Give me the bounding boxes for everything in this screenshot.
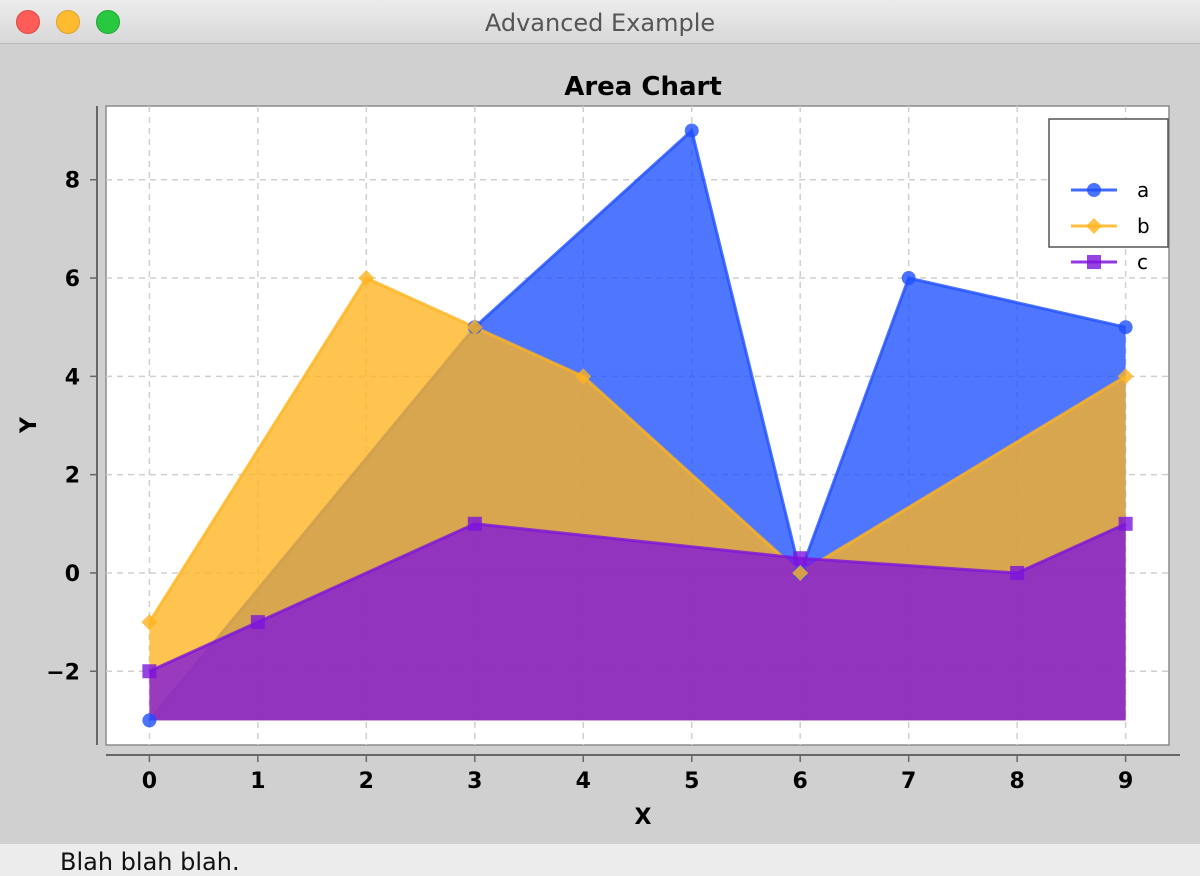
chart-title: Area Chart bbox=[564, 72, 722, 102]
series-point-b bbox=[792, 564, 809, 581]
zoom-window-button[interactable] bbox=[96, 10, 120, 34]
legend-label-b: b bbox=[1137, 214, 1150, 238]
minimize-window-button[interactable] bbox=[56, 10, 80, 34]
series-point-c bbox=[1010, 565, 1025, 580]
y-tick-label: 6 bbox=[65, 267, 80, 292]
y-tick-label: −2 bbox=[46, 660, 80, 685]
x-axis-label: X bbox=[635, 805, 652, 830]
series-point-b bbox=[466, 319, 483, 336]
y-tick-label: 2 bbox=[65, 464, 80, 489]
series-line-b bbox=[148, 276, 1127, 623]
window-title: Advanced Example bbox=[484, 9, 716, 37]
y-tick-label: 0 bbox=[65, 562, 80, 587]
series-point-a bbox=[1118, 320, 1133, 335]
series-point-c bbox=[467, 516, 482, 531]
series-line-c bbox=[148, 522, 1127, 673]
series-point-b bbox=[575, 368, 592, 385]
x-tick-label: 8 bbox=[1009, 769, 1024, 794]
series-point-b bbox=[1117, 368, 1134, 385]
x-tick-label: 4 bbox=[576, 769, 591, 794]
x-tick-label: 7 bbox=[901, 769, 916, 794]
y-tick-label: 4 bbox=[65, 365, 80, 390]
legend-marker-c bbox=[1087, 255, 1101, 269]
y-axis-label: Y bbox=[17, 416, 42, 434]
series-markers bbox=[141, 123, 1134, 728]
series-point-c bbox=[250, 615, 265, 630]
y-axis-ticks: −2 0 2 4 6 8 bbox=[46, 169, 97, 685]
series-point-c bbox=[793, 551, 808, 566]
x-tick-label: 0 bbox=[142, 769, 157, 794]
x-tick-label: 1 bbox=[250, 769, 265, 794]
series-point-c bbox=[1118, 516, 1133, 531]
x-tick-label: 9 bbox=[1118, 769, 1133, 794]
status-bar: Blah blah blah. bbox=[0, 844, 1200, 876]
status-text: Blah blah blah. bbox=[60, 848, 240, 876]
x-axis-ticks: 0 1 2 3 4 5 6 7 8 9 bbox=[142, 755, 1133, 794]
x-tick-label: 5 bbox=[684, 769, 699, 794]
series-point-b bbox=[141, 614, 158, 631]
x-tick-label: 3 bbox=[467, 769, 482, 794]
legend-label-a: a bbox=[1137, 178, 1149, 202]
area-chart: Area Chart 0 1 2 3 4 5 6 7 8 9 −2 0 2 4 6 8 X Y abc bbox=[17, 72, 1180, 830]
series-areas bbox=[148, 127, 1127, 722]
window-titlebar: Advanced Example bbox=[0, 0, 1200, 44]
series-point-c bbox=[142, 664, 157, 679]
x-tick-label: 2 bbox=[359, 769, 374, 794]
series-point-a bbox=[684, 123, 699, 138]
legend-label-c: c bbox=[1137, 250, 1148, 274]
series-point-a bbox=[901, 271, 916, 286]
legend: abc bbox=[1048, 118, 1169, 274]
legend-marker-a bbox=[1087, 183, 1101, 197]
series-area-c bbox=[149, 523, 1126, 721]
close-window-button[interactable] bbox=[16, 10, 40, 34]
x-tick-label: 6 bbox=[793, 769, 808, 794]
legend-box bbox=[1048, 118, 1169, 248]
series-point-a bbox=[142, 713, 157, 728]
y-tick-label: 8 bbox=[65, 169, 80, 194]
legend-marker-b bbox=[1086, 218, 1102, 234]
series-point-b bbox=[358, 270, 375, 287]
